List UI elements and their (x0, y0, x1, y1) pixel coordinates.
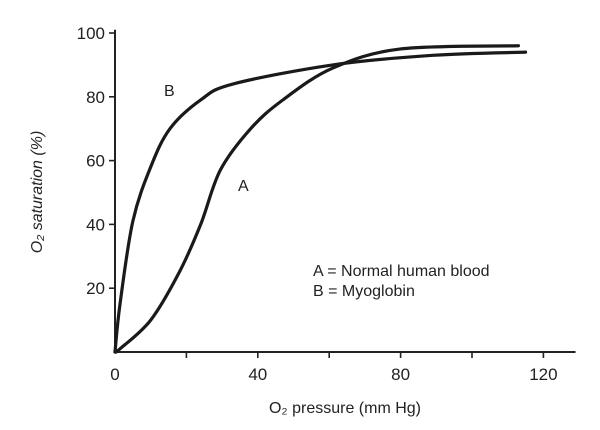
y-tick-label: 80 (86, 88, 105, 107)
curve-a (113, 44, 521, 354)
legend-entry-a: A = Normal human blood (313, 263, 490, 280)
axes: 0 40 80 120 20 40 60 80 100 (77, 24, 576, 384)
x-axis-label: O₂ pressure (mm Hg) (269, 400, 421, 417)
curves (113, 44, 528, 354)
y-tick-label: 20 (86, 279, 105, 298)
x-tick-label: 80 (391, 365, 410, 384)
x-tick-label: 120 (529, 365, 557, 384)
x-tick-label: 0 (110, 365, 119, 384)
y-tick-label: 40 (86, 215, 105, 234)
x-tick-label: 40 (248, 365, 267, 384)
legend-entry-b: B = Myoglobin (313, 283, 415, 300)
y-tick-label: 100 (77, 24, 105, 43)
curve-b (113, 50, 528, 354)
curve-label-b: B (164, 83, 175, 100)
y-axis-label: O₂ saturation (%) (29, 131, 46, 254)
curve-label-a: A (238, 178, 249, 195)
y-tick-label: 60 (86, 152, 105, 171)
